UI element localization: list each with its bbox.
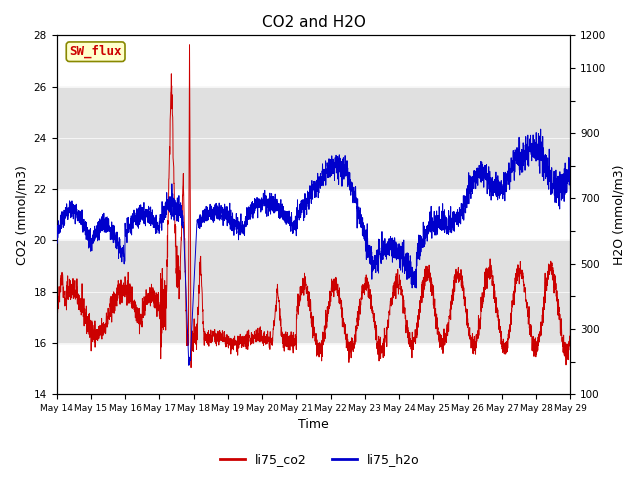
Legend: li75_co2, li75_h2o: li75_co2, li75_h2o (215, 448, 425, 471)
Bar (56, 240, 570, 343)
Text: SW_flux: SW_flux (69, 45, 122, 59)
Y-axis label: CO2 (mmol/m3): CO2 (mmol/m3) (15, 165, 28, 264)
Bar (56, 86, 570, 189)
X-axis label: Time: Time (298, 419, 329, 432)
Y-axis label: H2O (mmol/m3): H2O (mmol/m3) (612, 165, 625, 265)
Title: CO2 and H2O: CO2 and H2O (262, 15, 365, 30)
